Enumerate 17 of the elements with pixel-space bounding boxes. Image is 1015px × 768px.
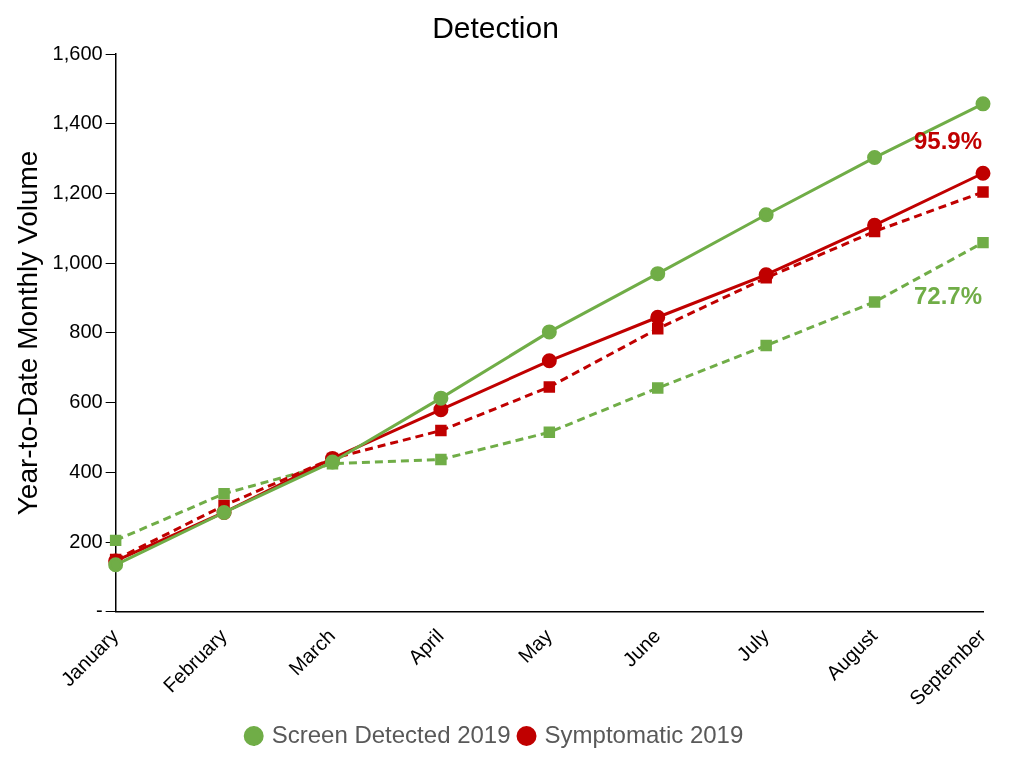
x-tick-label: July xyxy=(732,624,773,666)
annotation: 72.7% xyxy=(913,282,983,310)
y-tick-label: 1,400 xyxy=(52,111,103,134)
y-tick-label: 600 xyxy=(69,390,103,413)
x-tick-label: May xyxy=(513,624,557,667)
y-tick-label: 1,000 xyxy=(52,250,103,273)
y-tick-label: 1,600 xyxy=(52,41,103,64)
y-tick-label: - xyxy=(95,599,103,622)
y-axis-title: Year-to-Date Monthly Volume xyxy=(11,150,43,516)
chart-title: Detection xyxy=(432,11,559,45)
y-tick-label: 200 xyxy=(69,529,103,552)
y-tick-label: 800 xyxy=(69,320,103,343)
legend-label: Symptomatic 2019 xyxy=(544,720,744,748)
y-tick-label: 1,200 xyxy=(52,180,103,203)
annotation: 95.9% xyxy=(913,126,983,154)
legend-label: Screen Detected 2019 xyxy=(271,720,511,748)
y-tick-label: 400 xyxy=(69,459,103,482)
